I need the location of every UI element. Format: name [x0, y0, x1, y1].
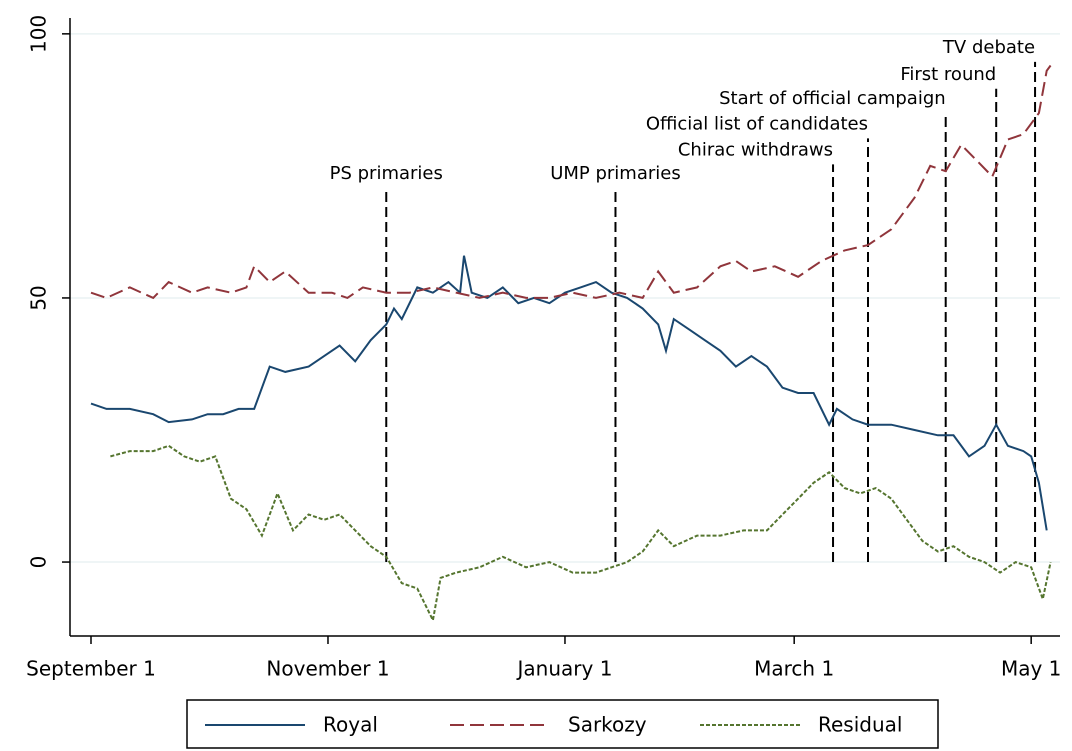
- legend-label: Sarkozy: [568, 713, 647, 737]
- annotation: Chirac withdraws: [678, 139, 833, 160]
- y-tick-label: 0: [27, 556, 51, 569]
- annotation: PS primaries: [330, 163, 443, 184]
- y-tick-label: 100: [27, 15, 51, 53]
- legend-box: [186, 699, 939, 749]
- x-tick-label: January 1: [516, 657, 613, 681]
- annotation: UMP primaries: [550, 163, 681, 184]
- x-tick-label: May 1: [1001, 657, 1061, 681]
- x-tick-label: September 1: [26, 657, 156, 681]
- series-line: [90, 64, 1052, 300]
- x-tick-label: March 1: [754, 657, 834, 681]
- annotation: Start of official campaign: [719, 88, 946, 109]
- legend-label: Royal: [323, 713, 378, 737]
- legend-label: Residual: [818, 713, 902, 737]
- annotation: Official list of candidates: [646, 113, 868, 134]
- series-line: [90, 255, 1048, 531]
- annotation: TV debate: [942, 37, 1035, 58]
- annotation: First round: [900, 64, 996, 85]
- y-tick-label: 50: [27, 285, 51, 310]
- x-tick-label: November 1: [266, 657, 389, 681]
- series-line: [110, 444, 1052, 624]
